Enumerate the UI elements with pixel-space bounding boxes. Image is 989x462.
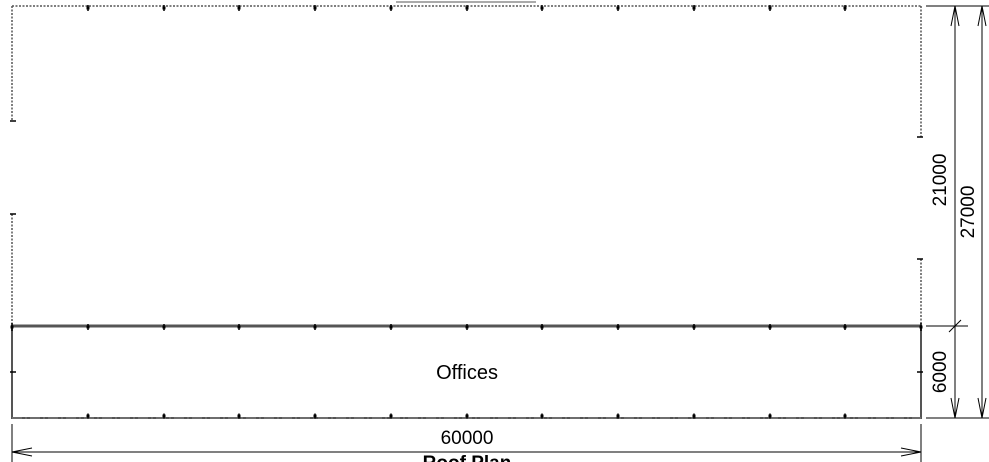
top-column-marker-node [465, 6, 469, 10]
bottom-column-marker-node [237, 414, 241, 418]
offices-column-marker-node [162, 325, 166, 329]
top-column-marker-node [162, 6, 166, 10]
bottom-column-marker-node [692, 414, 696, 418]
offices-corner-marker-node [10, 325, 14, 329]
bottom-column-marker-node [768, 414, 772, 418]
side-markers [10, 120, 923, 373]
upper-depth-dimension [926, 5, 989, 419]
bottom-column-marker-node [465, 414, 469, 418]
top-column-marker-node [843, 6, 847, 10]
bottom-column-marker-node [162, 414, 166, 418]
offices-column-marker-node [86, 325, 90, 329]
top-column-marker-node [313, 6, 317, 10]
upper-depth-label: 21000 [930, 154, 951, 207]
offices-depth-tick [948, 319, 962, 333]
top-column-marker-node [768, 6, 772, 10]
width-dimension [11, 424, 922, 462]
bottom-column-marker-node [313, 414, 317, 418]
width-arrow-right [900, 447, 922, 457]
bottom-column-marker-node [616, 414, 620, 418]
upper-depth-arrow-top [950, 5, 960, 27]
top-column-marker-node [389, 6, 393, 10]
top-column-markers [86, 5, 847, 11]
upper-area-outline [11, 5, 922, 326]
overall-depth-label: 27000 [958, 186, 979, 239]
offices-column-marker-node [465, 325, 469, 329]
offices-column-marker-node [616, 325, 620, 329]
offices-depth-label: 6000 [930, 351, 951, 393]
offices-column-marker-node [389, 325, 393, 329]
offices-column-markers [10, 323, 923, 331]
offices-room-label: Offices [436, 362, 498, 384]
offices-column-marker-node [843, 325, 847, 329]
top-column-marker-node [692, 6, 696, 10]
bottom-column-markers [86, 413, 847, 419]
overall-depth-arrow-bottom [977, 397, 987, 419]
offices-depth-arrow-bottom [950, 397, 960, 419]
bottom-column-marker-node [843, 414, 847, 418]
bottom-column-marker-node [389, 414, 393, 418]
width-dimension-label: 60000 [441, 428, 494, 449]
top-column-marker-node [237, 6, 241, 10]
offices-column-marker-node [237, 325, 241, 329]
width-arrow-left [11, 447, 33, 457]
bottom-column-marker-node [86, 414, 90, 418]
top-column-marker-node [86, 6, 90, 10]
overall-depth-arrow-top [977, 5, 987, 27]
offices-column-marker-node [540, 325, 544, 329]
drawing-title: Roof Plan [423, 453, 512, 462]
offices-column-marker-node [313, 325, 317, 329]
top-column-marker-node [616, 6, 620, 10]
offices-column-marker-node [692, 325, 696, 329]
top-column-marker-node [540, 6, 544, 10]
offices-column-marker-node [768, 325, 772, 329]
offices-block: Offices [11, 324, 922, 419]
bottom-column-marker-node [540, 414, 544, 418]
overall-depth-dimension [977, 5, 987, 419]
offices-corner-marker-node [919, 325, 923, 329]
